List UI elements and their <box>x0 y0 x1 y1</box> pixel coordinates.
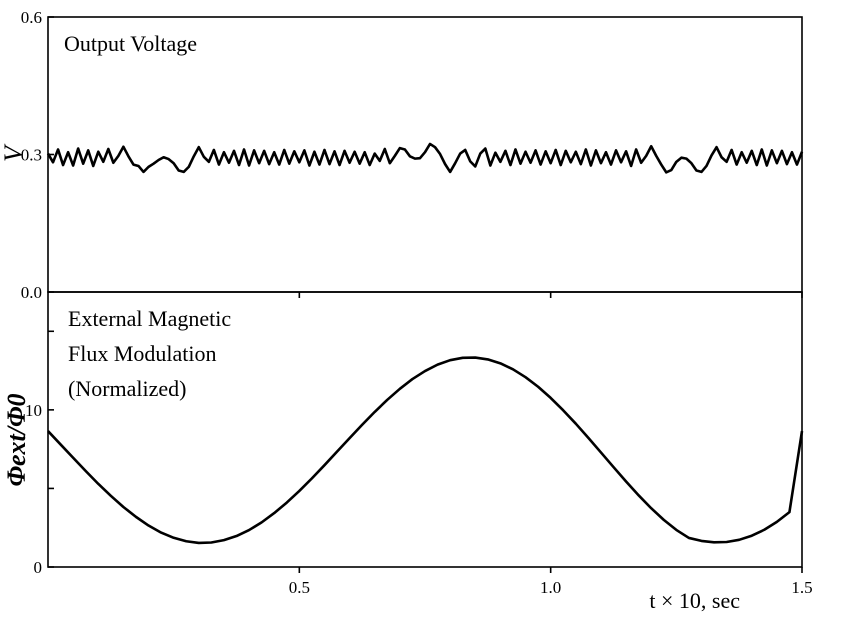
bottom-y-ticks <box>48 330 54 568</box>
bottom-panel-annotation-line-3: (Normalized) <box>68 376 187 401</box>
top-y-tick-label: 0.3 <box>21 146 42 165</box>
bottom-y-tick-labels: 0 10 <box>25 401 42 577</box>
flux-modulation-line <box>47 356 804 545</box>
bottom-y-axis-title: Φext/Φ0 <box>2 393 31 486</box>
x-tick-label: 1.0 <box>540 578 561 597</box>
bottom-panel-frame <box>47 291 803 568</box>
top-panel-annotation: Output Voltage <box>64 31 197 56</box>
output-voltage-line <box>46 142 804 174</box>
bottom-panel: 0 10 0.5 1.0 1.5 External Magnetic Flux Mod… <box>2 291 813 613</box>
bottom-panel-annotation-line-1: External Magnetic <box>68 306 231 331</box>
top-panel: 0.0 0.3 0.6 Output Voltage V <box>0 8 804 302</box>
top-y-tick-labels: 0.0 0.3 0.6 <box>21 8 42 302</box>
x-axis-title: t × 10, sec <box>649 588 740 613</box>
x-tick-label: 0.5 <box>289 578 310 597</box>
top-panel-frame <box>47 16 803 293</box>
x-tick-label: 1.5 <box>791 578 812 597</box>
x-tick-labels: 0.5 1.0 1.5 <box>289 578 813 597</box>
top-y-tick-label: 0.6 <box>21 8 42 27</box>
bottom-y-tick-label: 10 <box>25 401 42 420</box>
bottom-y-tick-label: 0 <box>34 558 43 577</box>
top-y-tick-label: 0.0 <box>21 283 42 302</box>
x-ticks <box>298 292 803 573</box>
top-y-axis-title: V <box>0 143 28 162</box>
bottom-panel-annotation-line-2: Flux Modulation <box>68 341 217 366</box>
